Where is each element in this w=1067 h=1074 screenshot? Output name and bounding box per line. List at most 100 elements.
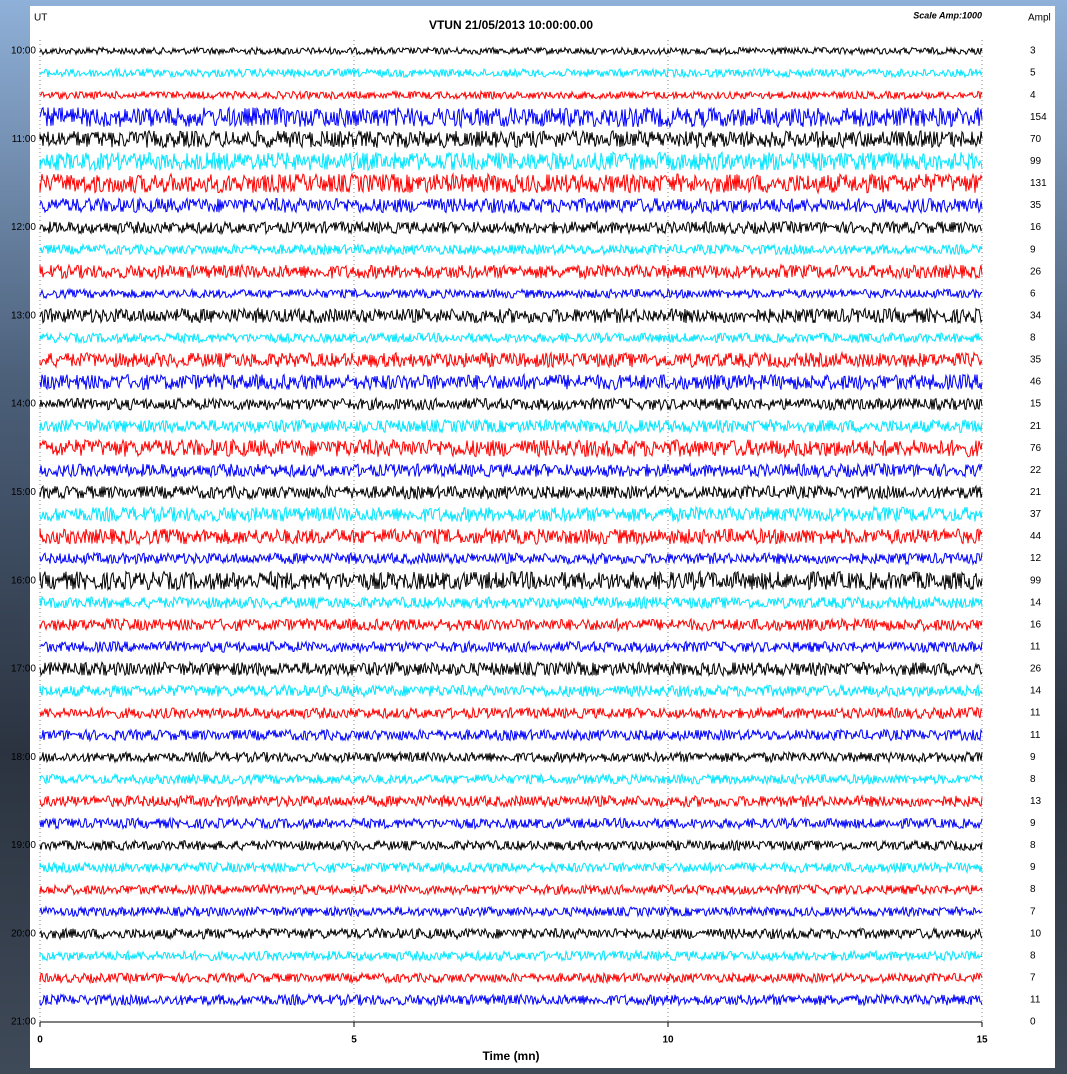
trace xyxy=(39,527,983,546)
ampl-label: 13 xyxy=(1030,796,1042,807)
ampl-label: 154 xyxy=(1030,112,1047,123)
trace xyxy=(39,106,983,129)
ampl-label: 5 xyxy=(1030,68,1036,79)
ampl-label: 14 xyxy=(1030,597,1042,608)
trace xyxy=(39,151,983,173)
trace xyxy=(39,617,983,633)
ampl-label: 70 xyxy=(1030,134,1042,145)
trace xyxy=(39,926,983,941)
trace xyxy=(39,882,983,897)
ampl-label: 8 xyxy=(1030,774,1036,785)
ampl-label: 26 xyxy=(1030,266,1042,277)
trace xyxy=(39,992,983,1007)
trace xyxy=(39,640,983,655)
row-label: 15:00 xyxy=(11,487,36,498)
trace xyxy=(39,484,983,501)
trace xyxy=(39,263,983,281)
ampl-label: 11 xyxy=(1030,641,1041,652)
row-label: 10:00 xyxy=(11,46,36,57)
trace xyxy=(39,396,983,412)
ampl-label: 16 xyxy=(1030,619,1042,630)
trace xyxy=(39,551,983,566)
trace xyxy=(39,860,983,875)
row-label: 19:00 xyxy=(11,840,36,851)
row-label: 13:00 xyxy=(11,310,36,321)
trace xyxy=(39,905,983,919)
ampl-header: Ampl xyxy=(1028,13,1051,24)
ampl-label: 9 xyxy=(1030,752,1036,763)
trace xyxy=(39,372,983,392)
ampl-label: 9 xyxy=(1030,244,1036,255)
trace xyxy=(39,45,983,57)
ampl-label: 99 xyxy=(1030,575,1042,586)
trace xyxy=(39,949,983,963)
ampl-label: 12 xyxy=(1030,553,1042,564)
ampl-label: 44 xyxy=(1030,531,1042,542)
ampl-label: 3 xyxy=(1030,46,1036,57)
x-tick-label: 15 xyxy=(976,1035,988,1046)
ampl-label: 21 xyxy=(1030,487,1042,498)
trace xyxy=(39,839,983,853)
trace xyxy=(39,287,983,300)
trace xyxy=(39,89,983,101)
trace xyxy=(39,350,983,369)
ampl-label: 6 xyxy=(1030,288,1036,299)
trace xyxy=(39,705,983,721)
trace xyxy=(39,331,983,345)
trace xyxy=(39,219,983,236)
trace xyxy=(39,971,983,985)
row-label: 14:00 xyxy=(11,399,36,410)
x-tick-label: 0 xyxy=(37,1035,43,1046)
ampl-label: 131 xyxy=(1030,178,1047,189)
trace xyxy=(39,595,983,610)
row-label: 18:00 xyxy=(11,752,36,763)
ampl-label: 11 xyxy=(1030,730,1041,741)
trace xyxy=(39,67,983,79)
ampl-label: 7 xyxy=(1030,973,1036,984)
trace xyxy=(39,197,983,215)
ampl-label: 99 xyxy=(1030,156,1042,167)
x-tick-label: 5 xyxy=(351,1035,357,1046)
row-label: 21:00 xyxy=(11,1017,36,1028)
trace xyxy=(39,683,983,699)
ampl-label: 8 xyxy=(1030,884,1036,895)
scale-label: Scale Amp:1000 xyxy=(913,10,982,20)
trace xyxy=(39,816,983,831)
ampl-label: 7 xyxy=(1030,906,1036,917)
ampl-label: 10 xyxy=(1030,928,1042,939)
row-label: 20:00 xyxy=(11,928,36,939)
ampl-label: 9 xyxy=(1030,862,1036,873)
ampl-label: 14 xyxy=(1030,686,1042,697)
trace xyxy=(39,750,983,764)
row-label: 17:00 xyxy=(11,664,36,675)
trace xyxy=(39,772,983,786)
ampl-label: 15 xyxy=(1030,399,1042,410)
trace xyxy=(39,129,983,150)
ampl-label: 46 xyxy=(1030,377,1042,388)
ampl-label: 11 xyxy=(1030,708,1041,719)
row-label: 16:00 xyxy=(11,575,36,586)
trace xyxy=(39,438,983,459)
chart-title: VTUN 21/05/2013 10:00:00.00 xyxy=(429,18,593,32)
ampl-label: 21 xyxy=(1030,421,1042,432)
trace xyxy=(39,794,983,809)
trace xyxy=(39,462,983,479)
ampl-label: 8 xyxy=(1030,950,1036,961)
trace xyxy=(39,505,983,524)
row-label: 12:00 xyxy=(11,222,36,233)
ampl-label: 37 xyxy=(1030,509,1042,520)
ampl-label: 34 xyxy=(1030,310,1042,321)
time-label: UT xyxy=(34,13,47,24)
ampl-label: 8 xyxy=(1030,840,1036,851)
trace xyxy=(39,306,983,325)
ampl-label: 22 xyxy=(1030,465,1042,476)
ampl-label: 0 xyxy=(1030,1017,1036,1028)
ampl-label: 16 xyxy=(1030,222,1042,233)
ampl-label: 11 xyxy=(1030,995,1041,1006)
ampl-label: 26 xyxy=(1030,664,1042,675)
row-label: 11:00 xyxy=(12,134,37,145)
ampl-label: 8 xyxy=(1030,333,1036,344)
trace xyxy=(39,242,983,257)
